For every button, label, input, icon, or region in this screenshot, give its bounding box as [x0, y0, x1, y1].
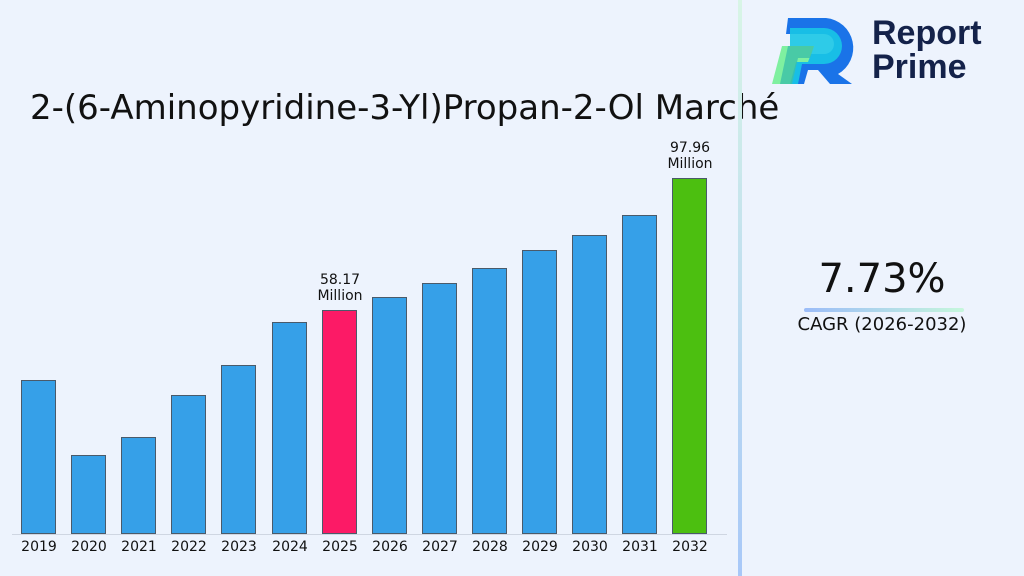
cagr-label: CAGR (2026-2032) — [797, 314, 967, 335]
bar-2031 — [622, 215, 657, 534]
x-tick-label: 2029 — [522, 539, 558, 555]
x-tick-label: 2032 — [672, 539, 708, 555]
x-tick-label: 2020 — [71, 539, 107, 555]
panel-divider — [738, 0, 742, 576]
bar-2024 — [272, 322, 307, 534]
bar-2020 — [71, 455, 106, 534]
bar-chart: 2019 2020 2021 2022 2023 2024 2025 58.17 Million… — [12, 140, 727, 555]
x-tick-label: 2019 — [21, 539, 57, 555]
x-tick-label: 2022 — [171, 539, 207, 555]
logo-r-icon — [772, 18, 854, 84]
x-tick-label: 2024 — [272, 539, 308, 555]
bar-2022 — [171, 395, 206, 534]
x-tick-label: 2025 — [322, 539, 358, 555]
bar-2028 — [472, 268, 507, 534]
bar-2029 — [522, 250, 557, 534]
bar-2023 — [221, 365, 256, 534]
bar-2025 — [322, 310, 357, 534]
x-tick-label: 2031 — [622, 539, 658, 555]
x-tick-label: 2030 — [572, 539, 608, 555]
bar-2021 — [121, 437, 156, 534]
x-tick-label: 2023 — [221, 539, 257, 555]
x-tick-label: 2028 — [472, 539, 508, 555]
bar-2030 — [572, 235, 607, 534]
bar-2019 — [21, 380, 56, 534]
x-tick-label: 2026 — [372, 539, 408, 555]
report-prime-logo: Report Prime — [768, 14, 1008, 90]
cagr-underline — [804, 308, 964, 312]
logo-text: Report Prime — [872, 14, 982, 86]
bar-2027 — [422, 283, 457, 534]
x-tick-label: 2021 — [121, 539, 157, 555]
bar-2026 — [372, 297, 407, 534]
x-tick-label: 2027 — [422, 539, 458, 555]
cagr-value: 7.73% — [818, 256, 946, 302]
value-label-2025: 58.17 Million — [317, 272, 363, 304]
x-axis-line — [12, 534, 727, 535]
value-label-2032: 97.96 Million — [667, 140, 713, 172]
bar-2032 — [672, 178, 707, 534]
page-title: 2-(6-Aminopyridine-3-Yl)Propan-2-Ol Marc… — [30, 88, 780, 128]
